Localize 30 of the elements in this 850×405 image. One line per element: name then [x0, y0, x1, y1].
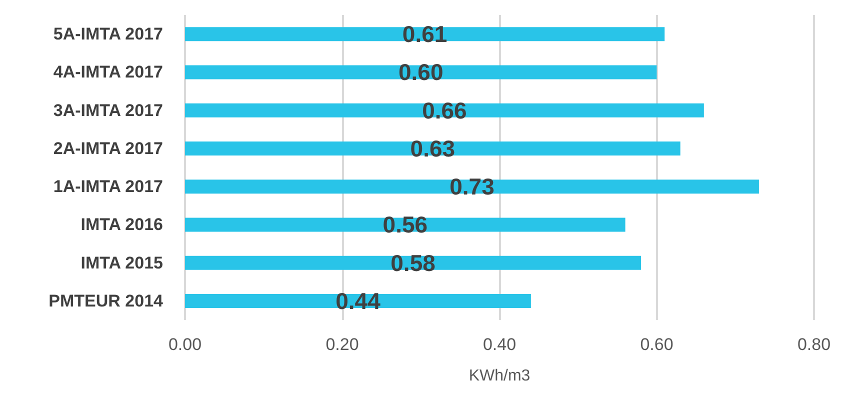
x-tick-label: 0.00: [168, 335, 202, 354]
bar: [185, 65, 657, 80]
data-label: 0.44: [336, 288, 381, 314]
data-label: 0.63: [410, 135, 456, 162]
bar: [185, 180, 759, 194]
bar: [185, 27, 665, 42]
y-tick-label: 2A-IMTA 2017: [53, 138, 163, 158]
y-tick-label: IMTA 2016: [80, 215, 163, 234]
y-tick-label: 3A-IMTA 2017: [53, 100, 163, 120]
x-tick-label: 0.40: [482, 335, 516, 354]
data-label: 0.58: [390, 250, 436, 276]
bar: [185, 103, 704, 118]
bar: [185, 141, 680, 156]
data-label: 0.60: [398, 59, 444, 86]
y-tick-label: 1A-IMTA 2017: [53, 177, 163, 196]
bar: [185, 218, 626, 232]
bar: [185, 294, 531, 308]
x-tick-label: 0.60: [640, 335, 674, 354]
y-tick-label: IMTA 2015: [80, 253, 163, 272]
x-tick-label: 0.80: [797, 335, 831, 354]
y-tick-label: 5A-IMTA 2017: [53, 24, 163, 44]
x-tick-label: 0.20: [326, 335, 359, 354]
y-tick-label: PMTEUR 2014: [48, 291, 164, 310]
x-axis-title: KWh/m3: [468, 368, 530, 384]
data-label: 0.73: [450, 174, 494, 200]
data-label: 0.56: [382, 212, 428, 238]
y-tick-label: 4A-IMTA 2017: [53, 62, 163, 82]
data-label: 0.61: [402, 21, 448, 48]
bar: [185, 256, 642, 270]
data-label: 0.66: [422, 97, 467, 124]
